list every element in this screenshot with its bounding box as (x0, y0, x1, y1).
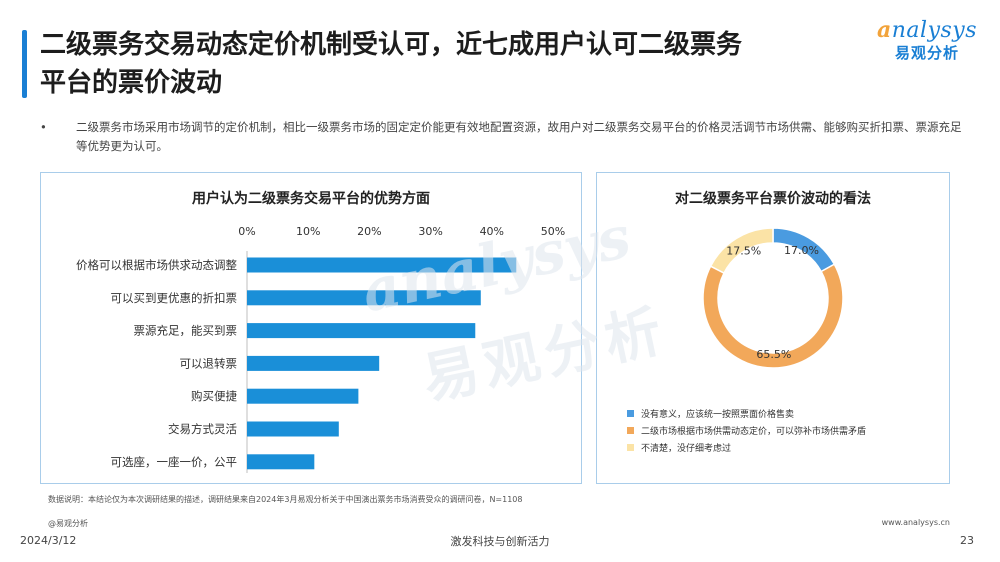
logo-english: analysys (876, 17, 978, 43)
bar-x-tick-label: 30% (418, 225, 442, 238)
legend-label: 没有意义，应该统一按照票面价格售卖 (641, 408, 794, 420)
page-title: 二级票务交易动态定价机制受认可，近七成用户认可二级票务 平台的票价波动 (40, 26, 860, 102)
donut-slice-label: 17.0% (784, 244, 819, 257)
price-fluctuation-chart-panel: 对二级票务平台票价波动的看法 17.0% 65.5% 17.5% 没有意义，应该统一按照… (596, 172, 950, 484)
bar (247, 323, 476, 339)
summary-text: 二级票务市场采用市场调节的定价机制，相比一级票务市场的固定定价能更有效地配置资源… (76, 120, 962, 153)
bar (247, 355, 380, 371)
title-accent-bar (22, 30, 27, 98)
legend-label: 不清楚，没仔细考虑过 (641, 442, 731, 454)
price-fluctuation-donut-chart: 对二级票务平台票价波动的看法 17.0% 65.5% 17.5% 没有意义，应该统一按照… (627, 190, 871, 454)
bar-category-label: 交易方式灵活 (168, 422, 237, 436)
summary-bullet: • 二级票务市场采用市场调节的定价机制，相比一级票务市场的固定定价能更有效地配置… (40, 118, 970, 156)
advantages-chart-panel: 用户认为二级票务交易平台的优势方面 0% 10% 20% 30% 40% 50% 价格可以根据… (40, 172, 582, 484)
bar-x-tick-label: 0% (238, 225, 255, 238)
page-title-line-1: 二级票务交易动态定价机制受认可，近七成用户认可二级票务 (40, 30, 743, 60)
bar-x-tick-label: 20% (357, 225, 381, 238)
bar-x-tick-label: 40% (480, 225, 504, 238)
bar (247, 290, 481, 306)
bullet-dot-icon: • (40, 120, 47, 134)
logo-chinese: 易观分析 (894, 44, 959, 62)
donut-slice-label: 17.5% (726, 244, 761, 257)
bar-category-label: 购买便捷 (191, 389, 237, 403)
donut-slice (709, 227, 774, 275)
advantages-bar-chart: 用户认为二级票务交易平台的优势方面 0% 10% 20% 30% 40% 50% 价格可以根据… (76, 190, 565, 473)
donut-chart-title: 对二级票务平台票价波动的看法 (675, 190, 871, 207)
bar-category-label: 价格可以根据市场供求动态调整 (76, 258, 237, 272)
legend-swatch (627, 427, 634, 434)
page-title-line-2: 平台的票价波动 (40, 68, 223, 98)
data-note: 数据说明：本结论仅为本次调研结果的描述，调研结果来自2024年3月易观分析关于中… (48, 495, 523, 504)
analysys-logo: analysys 易观分析 (872, 18, 982, 63)
bar-category-label: 票源充足，能买到票 (134, 324, 238, 338)
footer-website: www.analysys.cn (881, 518, 950, 527)
bar-category-label: 可选座，一座一价，公平 (111, 455, 238, 469)
donut-slice (702, 263, 844, 369)
footer-brand: @易观分析 (48, 519, 88, 528)
bar-x-tick-label: 50% (541, 225, 565, 238)
legend-label: 二级市场根据市场供需动态定价，可以弥补市场供需矛盾 (641, 425, 866, 437)
bar (247, 257, 517, 273)
bar (247, 421, 339, 437)
bar-category-label: 可以退转票 (180, 356, 238, 370)
bar (247, 454, 315, 470)
footer-date: 2024/3/12 (20, 534, 77, 547)
bar (247, 388, 359, 404)
page-number: 23 (960, 534, 974, 547)
donut-slice-label: 65.5% (756, 348, 791, 361)
bar-x-tick-label: 10% (296, 225, 320, 238)
bar-category-label: 可以买到更优惠的折扣票 (111, 291, 238, 305)
bar-chart-title: 用户认为二级票务交易平台的优势方面 (192, 190, 430, 207)
footer-slogan: 激发科技与创新活力 (450, 535, 550, 548)
legend-swatch (627, 444, 634, 451)
legend-swatch (627, 410, 634, 417)
